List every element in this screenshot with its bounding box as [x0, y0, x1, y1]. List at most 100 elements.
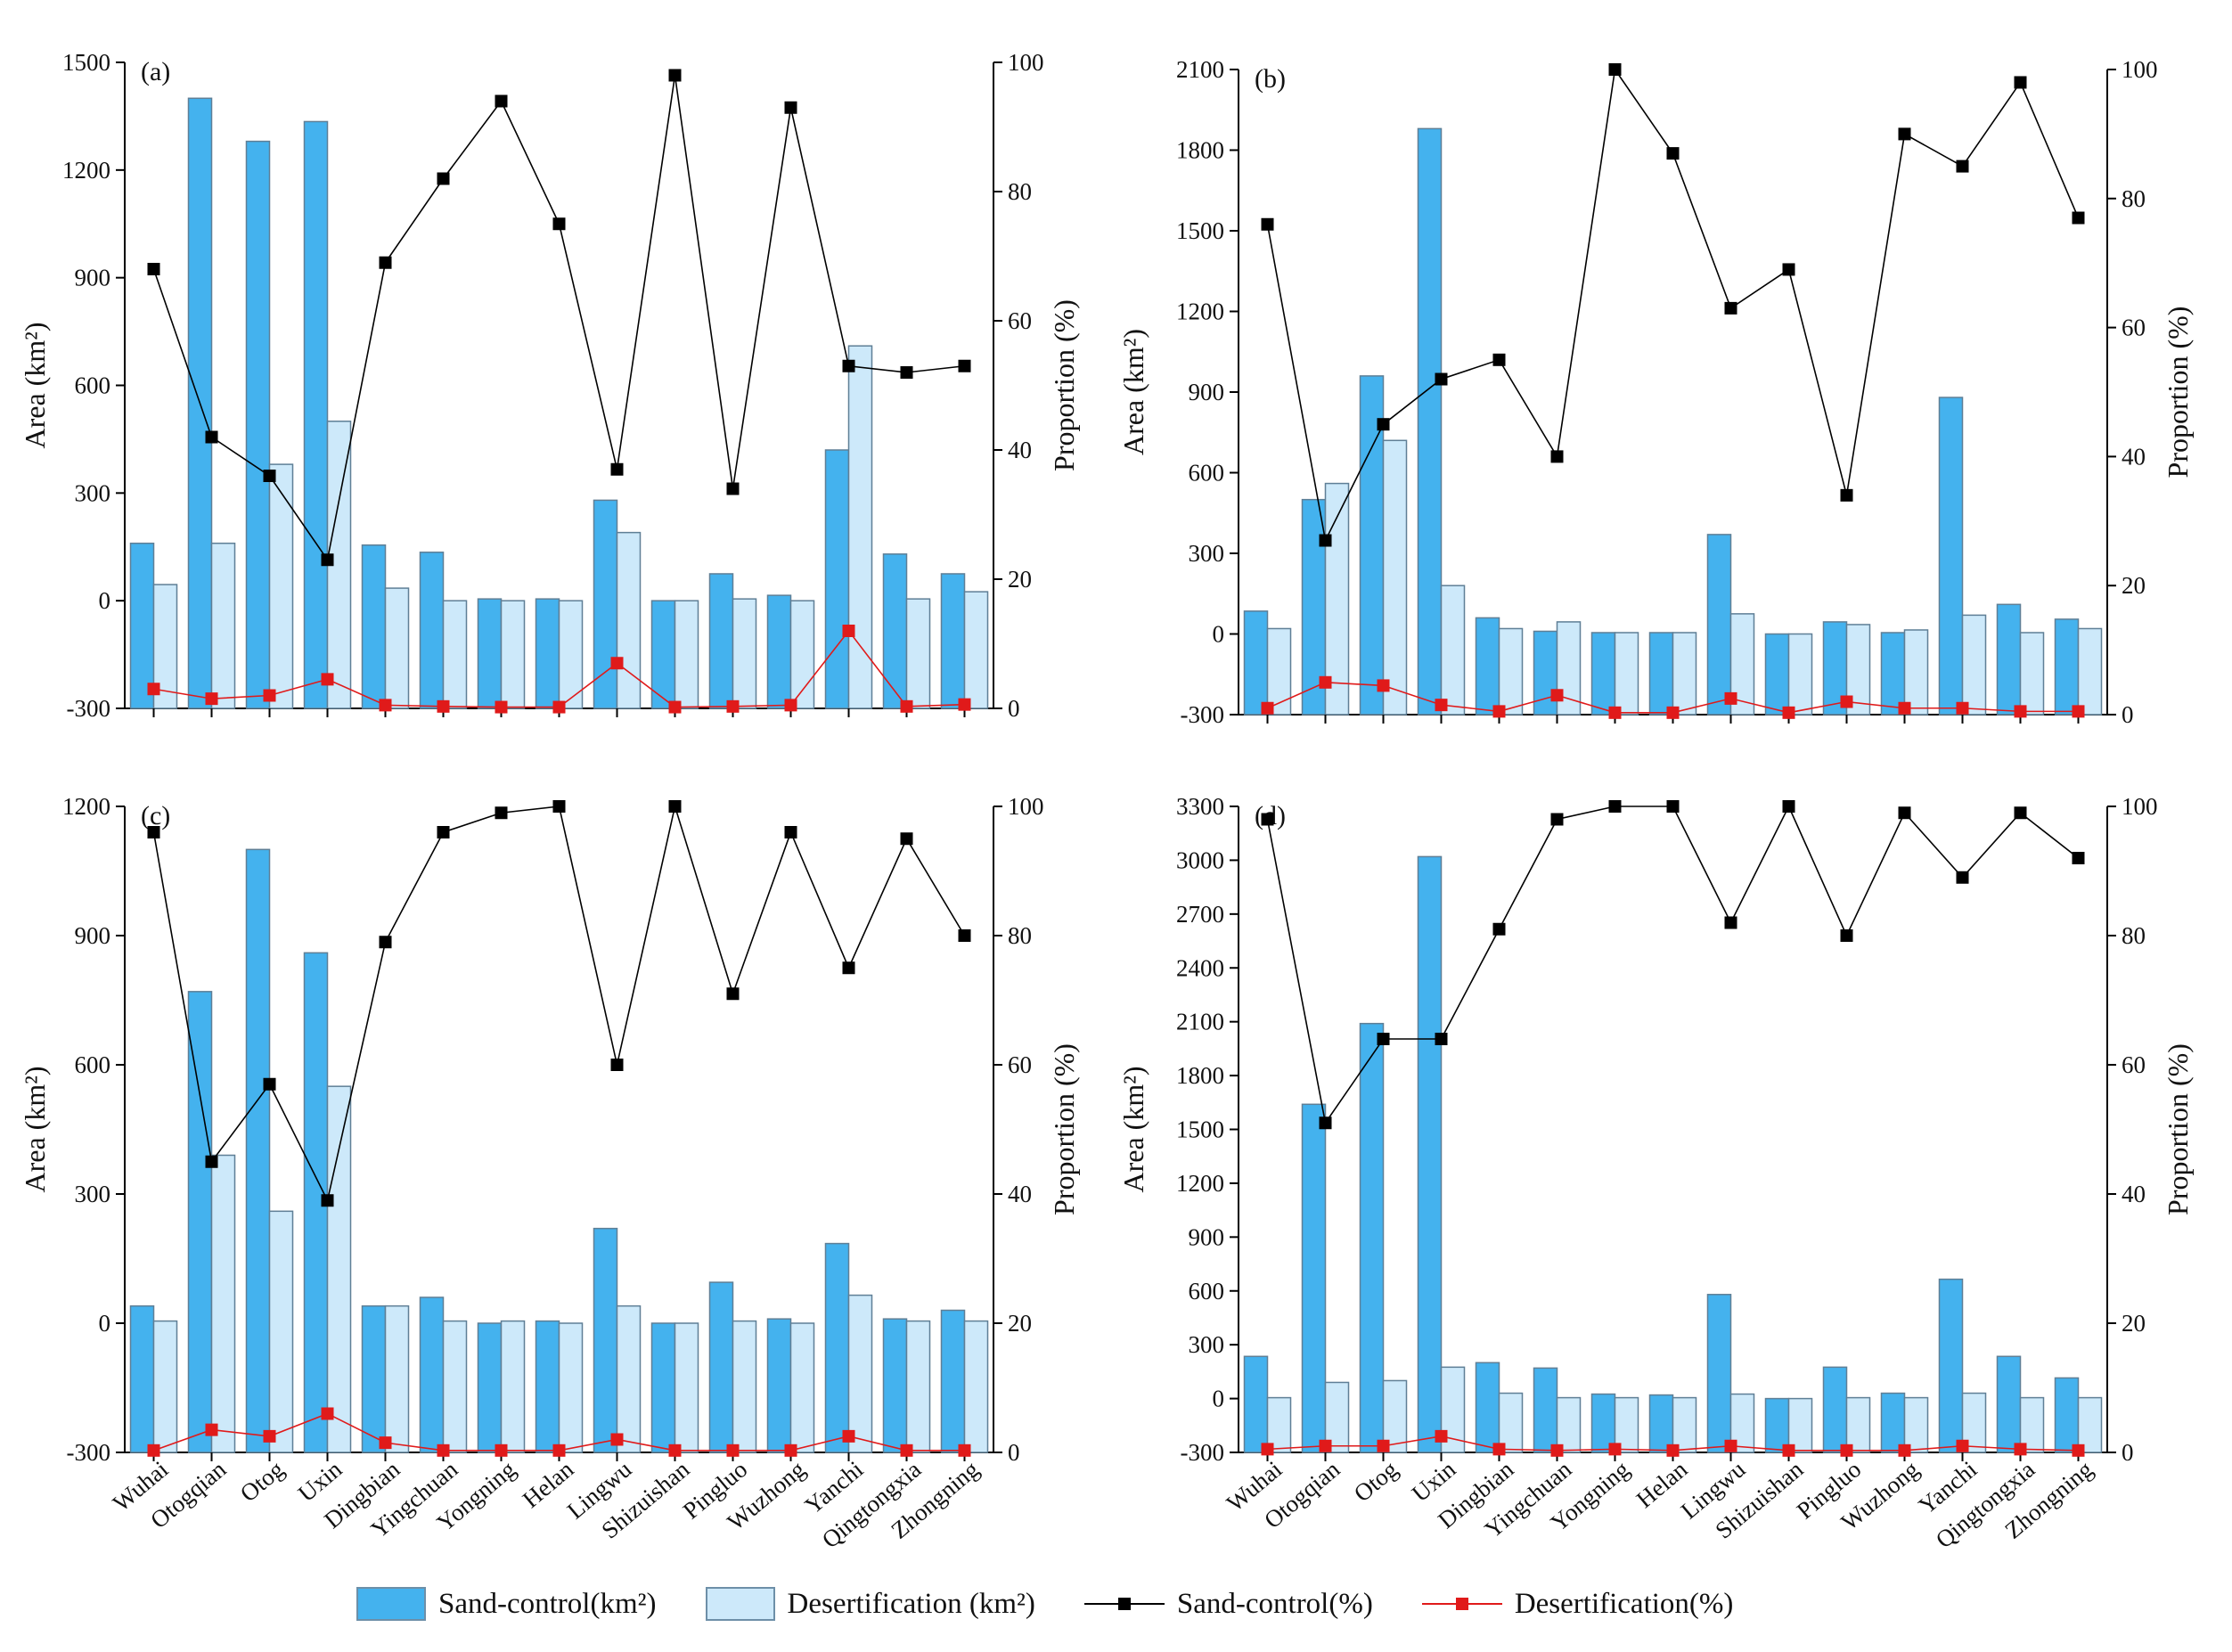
- point-sand-control-pct: [1956, 871, 1969, 884]
- bar-desertification-area: [1614, 632, 1639, 716]
- point-sand-control-pct: [900, 366, 913, 379]
- bar-sand-control-area: [2054, 1377, 2080, 1453]
- point-desertification-pct: [1666, 1443, 1680, 1457]
- point-sand-control-pct: [1724, 916, 1737, 929]
- bar-sand-control-area: [882, 1318, 908, 1453]
- bar-sand-control-area: [245, 848, 271, 1453]
- point-sand-control-pct: [842, 961, 855, 975]
- bar-desertification-area: [732, 598, 757, 709]
- y-tick-label: 3300: [1176, 793, 1224, 820]
- y-tick-label: 300: [1189, 1331, 1225, 1358]
- bar-desertification-area: [268, 1210, 294, 1453]
- y2-tick-label: 60: [1008, 1051, 1032, 1078]
- point-sand-control-pct: [784, 101, 797, 114]
- point-sand-control-pct: [958, 929, 971, 942]
- bar-desertification-area: [1787, 1397, 1813, 1453]
- bar-sand-control-area: [940, 573, 966, 709]
- point-desertification-pct: [1435, 1429, 1448, 1443]
- point-desertification-pct: [1608, 706, 1622, 719]
- point-desertification-pct: [2014, 705, 2027, 718]
- point-desertification-pct: [321, 1407, 334, 1420]
- point-desertification-pct: [2014, 1443, 2027, 1456]
- point-sand-control-pct: [437, 826, 450, 838]
- y2-tick-label: 20: [2122, 572, 2146, 599]
- point-sand-control-pct: [2072, 852, 2085, 864]
- chart-panel-2: 2100 1800 1500 1200 900 600 300 0 -300 100 80 60 40 2…: [1117, 56, 2194, 728]
- point-desertification-pct: [263, 689, 276, 702]
- point-sand-control-pct: [1377, 1033, 1390, 1045]
- bar-desertification-area: [500, 1320, 526, 1453]
- bar-sand-control-area: [361, 1304, 387, 1453]
- y2-tick-label: 0: [2122, 1439, 2134, 1466]
- bar-sand-control-area: [882, 553, 908, 709]
- bar-desertification-area: [2077, 627, 2103, 716]
- point-desertification-pct: [610, 657, 624, 670]
- point-desertification-pct: [263, 1429, 276, 1443]
- point-sand-control-pct: [1956, 159, 1969, 173]
- bar-desertification-area: [1382, 439, 1408, 716]
- bar-desertification-area: [963, 591, 989, 709]
- y-tick-label: 1200: [62, 157, 110, 184]
- point-desertification-pct: [1840, 695, 1853, 708]
- point-sand-control-pct: [1492, 353, 1506, 366]
- point-desertification-pct: [1319, 675, 1332, 689]
- bar-desertification-area: [2019, 632, 2045, 716]
- bar-sand-control-area: [1243, 610, 1269, 716]
- y2-tick-label: 100: [2122, 56, 2158, 83]
- bar-desertification-area: [384, 587, 410, 709]
- point-desertification-pct: [437, 699, 450, 713]
- point-desertification-pct: [1956, 701, 1969, 715]
- bar-sand-control-area: [824, 449, 850, 709]
- x-tick-label: Otog: [1349, 1456, 1403, 1508]
- point-desertification-pct: [1319, 1439, 1332, 1452]
- point-sand-control-pct: [668, 69, 682, 82]
- y-axis-title: Area (km²): [19, 1067, 51, 1193]
- legend: Sand-control(km²) Desertification (km²) …: [356, 1577, 1871, 1631]
- point-desertification-pct: [495, 700, 508, 714]
- point-sand-control-pct: [1898, 806, 1911, 820]
- point-sand-control-pct: [1666, 800, 1680, 813]
- point-sand-control-pct: [495, 94, 508, 108]
- bar-desertification-area: [1440, 585, 1466, 716]
- point-sand-control-pct: [147, 826, 160, 838]
- y2-axis-title: Proportion (%): [2162, 1043, 2194, 1215]
- point-desertification-pct: [842, 1429, 855, 1443]
- y2-tick-label: 40: [2122, 443, 2146, 470]
- bar-sand-control-area: [708, 1281, 734, 1453]
- point-desertification-pct: [1377, 1439, 1390, 1452]
- y-tick-label: 0: [1213, 621, 1225, 648]
- bar-desertification-area: [558, 1322, 584, 1453]
- point-sand-control-pct: [1261, 813, 1274, 826]
- point-desertification-pct: [495, 1443, 508, 1457]
- bar-sand-control-area: [708, 573, 734, 709]
- y-tick-label: 600: [1189, 1278, 1225, 1304]
- y-tick-label: 600: [1189, 460, 1225, 487]
- y-axis-title: Area (km²): [1117, 1067, 1149, 1193]
- bar-sand-control-area: [535, 598, 560, 709]
- bar-desertification-area: [963, 1320, 989, 1453]
- point-desertification-pct: [1492, 705, 1506, 718]
- y-tick-label: 1500: [1176, 217, 1224, 244]
- point-desertification-pct: [726, 1443, 740, 1457]
- legend-label-desert-pct: Desertification(%): [1514, 1587, 1734, 1620]
- line-sand-control-pct: [1266, 805, 2079, 1125]
- bar-sand-control-area: [766, 1318, 792, 1453]
- y-tick-label: 1500: [62, 49, 110, 76]
- y2-tick-label: 0: [2122, 701, 2134, 728]
- bar-desertification-area: [789, 600, 815, 709]
- point-sand-control-pct: [2072, 211, 2085, 225]
- y-tick-label: 2100: [1176, 56, 1224, 83]
- y2-tick-label: 80: [2122, 185, 2146, 212]
- point-sand-control-pct: [900, 832, 913, 846]
- legend-label-sand-area: Sand-control(km²): [438, 1587, 657, 1620]
- y2-tick-label: 100: [1008, 49, 1044, 76]
- y2-tick-label: 20: [2122, 1310, 2146, 1337]
- point-desertification-pct: [1261, 701, 1274, 715]
- bar-desertification-area: [1903, 1396, 1929, 1453]
- bar-sand-control-area: [187, 991, 213, 1453]
- bar-desertification-area: [268, 463, 294, 709]
- y2-tick-label: 60: [2122, 1051, 2146, 1078]
- point-sand-control-pct: [958, 359, 971, 372]
- bar-sand-control-area: [1533, 630, 1558, 716]
